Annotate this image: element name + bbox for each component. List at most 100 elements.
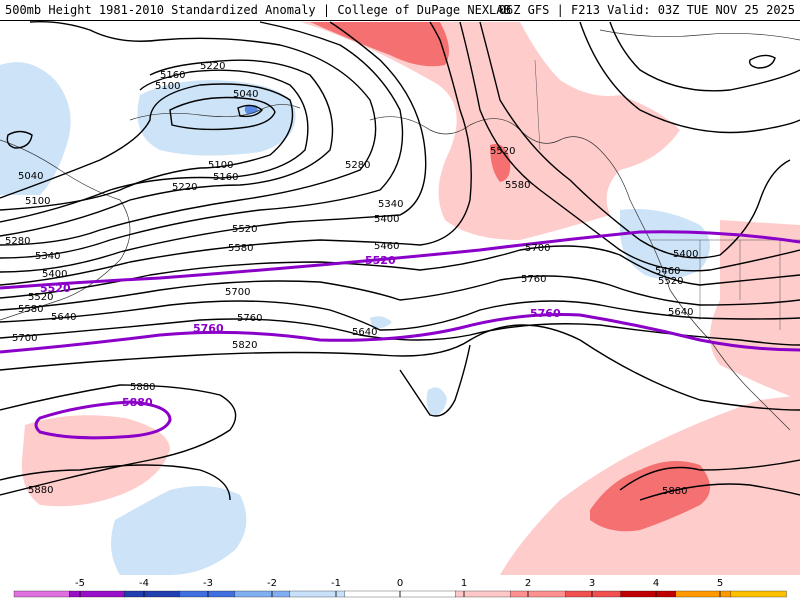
label-5880-a: 5880: [130, 382, 155, 393]
contour-labels: 5040 5040 5100 5100 5100 5160 5160 5220 …: [5, 61, 698, 497]
label-5760-b: 5760: [521, 274, 546, 285]
label-5400-c: 5400: [673, 249, 698, 260]
label-5880-c: 5880: [662, 486, 687, 497]
title-bar: 500mb Height 1981-2010 Standardized Anom…: [0, 0, 800, 21]
colorbar-swatch: [13, 590, 70, 598]
colorbar-tick-label: 0: [397, 578, 403, 589]
contour-5820-valley: [399, 344, 471, 417]
colorbar-swatch: [289, 590, 346, 598]
label-5640-a: 5640: [352, 327, 377, 338]
label-5160-b: 5160: [213, 172, 238, 183]
colorbar-swatch: [179, 590, 236, 598]
border-alaska-canada: [534, 59, 541, 151]
label-5820: 5820: [232, 340, 257, 351]
label-5220-b: 5220: [172, 182, 197, 193]
label-5040-west: 5040: [18, 171, 43, 182]
label-5580-b: 5580: [505, 180, 530, 191]
highlight-contour-5760: [0, 313, 800, 354]
label-5520-c: 5520: [658, 276, 683, 287]
contour-arctic-1: [609, 21, 800, 92]
highlight-label-5760-a: 5760: [193, 322, 224, 335]
contour-5700: [0, 318, 800, 346]
label-5340-b: 5340: [35, 251, 60, 262]
label-5400-b: 5400: [42, 269, 67, 280]
label-5460-b: 5460: [655, 266, 680, 277]
contour-5460: [0, 21, 472, 286]
contour-5580: [0, 275, 800, 311]
label-5100-b: 5100: [208, 160, 233, 171]
label-5700-c: 5700: [12, 333, 37, 344]
colorbar-tick-label: -5: [75, 578, 85, 589]
highlight-contour-5520: [0, 230, 800, 290]
label-5520-d: 5520: [28, 292, 53, 303]
label-5760: 5760: [237, 313, 262, 324]
contour-5400: [0, 21, 427, 273]
contour-5520: [0, 245, 800, 299]
colorbar-swatch: [344, 590, 401, 598]
contour-5040-low: [169, 96, 276, 131]
label-5520-a: 5520: [232, 224, 257, 235]
contour-arctic-2: [579, 21, 800, 134]
colorbar-swatch: [399, 590, 456, 598]
contour-5880-east-2: [639, 483, 800, 501]
colorbar-tick-label: 1: [461, 578, 467, 589]
negative-anomaly-south: [111, 486, 247, 575]
coast-arctic: [599, 29, 800, 41]
colorbar-swatch: [454, 590, 511, 598]
label-5640-c: 5640: [668, 307, 693, 318]
colorbar-swatch: [510, 590, 567, 598]
label-5700-b: 5700: [525, 243, 550, 254]
label-5160-a: 5160: [160, 70, 185, 81]
label-5580-a: 5580: [228, 243, 253, 254]
label-5340-a: 5340: [378, 199, 403, 210]
colorbar-swatch: [675, 590, 732, 598]
highlight-labels: 5520 5520 5760 5760 5880: [40, 254, 561, 409]
colorbar-tick-label: -3: [203, 578, 213, 589]
contour-5040-west: [6, 130, 33, 149]
contour-arctic-low: [748, 54, 776, 69]
contour-5880-east: [619, 459, 800, 491]
label-5580-c: 5580: [18, 304, 43, 315]
highlight-label-5760-b: 5760: [530, 307, 561, 320]
colorbar-tick-label: -1: [331, 578, 341, 589]
label-5460-a: 5460: [374, 241, 399, 252]
contour-5460-east: [459, 21, 800, 272]
negative-anomaly-small-1: [370, 316, 392, 329]
contour-5220: [0, 59, 334, 237]
colorbar-tick-label: 3: [589, 578, 595, 589]
label-5880-b: 5880: [28, 485, 53, 496]
highlight-label-5880: 5880: [122, 396, 153, 409]
highlight-contour-5880: [34, 400, 172, 440]
positive-anomaly-west-subtropic: [21, 415, 171, 507]
negative-anomaly-small-2: [426, 387, 447, 416]
map-title: 500mb Height 1981-2010 Standardized Anom…: [5, 3, 511, 17]
colorbar-tick-label: 2: [525, 578, 531, 589]
label-5400-a: 5400: [374, 214, 399, 225]
colorbar-swatch: [68, 590, 125, 598]
label-5280-a: 5280: [345, 160, 370, 171]
label-5280-b: 5280: [5, 236, 30, 247]
colorbar-swatch: [234, 590, 291, 598]
label-5220-a: 5220: [200, 61, 225, 72]
contour-5880: [0, 384, 237, 496]
height-contours: [0, 20, 800, 501]
contour-5820: [0, 324, 800, 411]
coastlines: [0, 29, 800, 431]
coast-kamchatka: [129, 104, 301, 121]
positive-anomaly-gulf-core: [490, 144, 511, 182]
label-5640-b: 5640: [51, 312, 76, 323]
coast-california: [709, 339, 791, 431]
label-5040-low: 5040: [233, 89, 258, 100]
contour-5280: [0, 20, 377, 246]
label-5100-c: 5100: [25, 196, 50, 207]
highlight-label-5520-a: 5520: [365, 254, 396, 267]
label-5700-a: 5700: [225, 287, 250, 298]
label-5100-a: 5100: [155, 81, 180, 92]
highlight-contours: [0, 230, 800, 440]
positive-anomaly-west-coast: [710, 220, 800, 400]
colorbar-swatch: [620, 590, 677, 598]
colorbar-swatch: [565, 590, 622, 598]
coast-asia: [0, 139, 131, 321]
label-5520-b: 5520: [490, 146, 515, 157]
